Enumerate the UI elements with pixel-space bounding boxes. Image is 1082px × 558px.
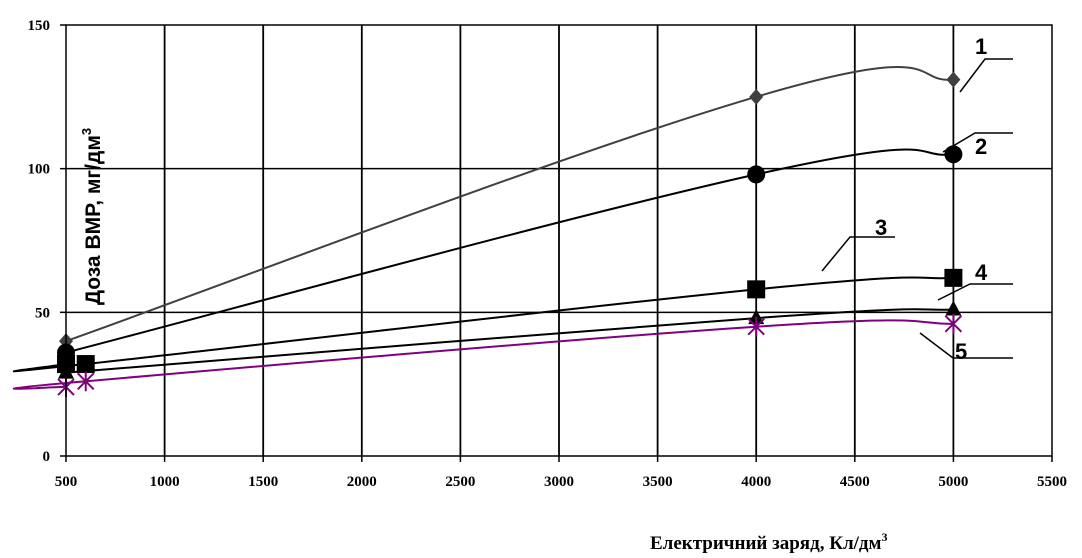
x-axis-label-text: Електричний заряд, Кл/дм bbox=[650, 533, 882, 554]
x-axis-label-superscript: 3 bbox=[881, 530, 887, 544]
series-5-point bbox=[944, 313, 963, 334]
series-layer bbox=[13, 66, 963, 398]
y-tick-label: 50 bbox=[35, 305, 50, 321]
series-4-line bbox=[65, 308, 954, 374]
curve-label-1: 1 bbox=[959, 34, 1013, 93]
series-2-point bbox=[944, 145, 963, 164]
x-tick-label: 3500 bbox=[643, 474, 673, 490]
curve-label-leader bbox=[942, 132, 1013, 153]
curve-label-2: 2 bbox=[942, 132, 1013, 159]
series-3-point bbox=[747, 280, 766, 299]
curve-label-4: 4 bbox=[937, 260, 1013, 301]
series-3-line bbox=[13, 276, 954, 373]
x-tick-label: 4500 bbox=[840, 474, 870, 490]
y-axis-label: Доза ВМР, мг/дм3 bbox=[79, 128, 105, 305]
series-5-line bbox=[13, 319, 954, 390]
x-tick-label: 2500 bbox=[445, 474, 475, 490]
curve-label-leader bbox=[821, 236, 895, 272]
series-5-point bbox=[747, 316, 765, 337]
series-1 bbox=[59, 66, 961, 350]
series-2-point bbox=[747, 165, 766, 184]
curve-label-text: 4 bbox=[975, 260, 988, 285]
curve-label-leader bbox=[959, 58, 1013, 93]
x-tick-label: 1000 bbox=[150, 474, 180, 490]
curve-label-text: 5 bbox=[955, 339, 967, 364]
y-axis-label-text: Доза ВМР, мг/дм bbox=[82, 135, 105, 305]
x-tick-label: 3000 bbox=[544, 474, 574, 490]
x-tick-label: 4000 bbox=[741, 474, 771, 490]
series-4-point bbox=[748, 309, 765, 325]
curve-label-text: 1 bbox=[975, 34, 987, 59]
y-tick-label: 0 bbox=[43, 449, 51, 465]
y-tick-label: 100 bbox=[28, 162, 51, 178]
curve-labels: 1 2 3 4 5 bbox=[821, 34, 1013, 364]
series-3-point bbox=[944, 268, 963, 287]
curve-label-5: 5 bbox=[919, 332, 1013, 364]
x-tick-label: 5000 bbox=[938, 474, 968, 490]
curve-label-3: 3 bbox=[821, 215, 895, 272]
series-4 bbox=[58, 300, 962, 379]
curve-label-text: 3 bbox=[875, 215, 887, 240]
series-2-line bbox=[65, 148, 954, 354]
series-1-point bbox=[749, 88, 764, 105]
series-1-point bbox=[946, 71, 961, 88]
x-tick-label: 5500 bbox=[1037, 474, 1067, 490]
x-tick-label: 1500 bbox=[248, 474, 278, 490]
grid bbox=[66, 25, 1052, 456]
x-tick-label: 2000 bbox=[347, 474, 377, 490]
series-5-point bbox=[77, 371, 95, 392]
axis-ticks: 500 1000 1500 2000 2500 3000 3500 4000 4500 5000 5… bbox=[28, 18, 1068, 490]
plot-area-frame bbox=[65, 24, 1053, 457]
y-tick-label: 150 bbox=[28, 18, 51, 34]
series-1-line bbox=[65, 66, 954, 343]
series-2 bbox=[57, 145, 963, 362]
curve-label-leader bbox=[937, 283, 1013, 301]
series-3-point bbox=[76, 355, 95, 374]
curve-label-leader bbox=[919, 332, 1013, 359]
x-axis-label: Електричний заряд, Кл/дм3 bbox=[650, 530, 887, 554]
y-axis-label-superscript: 3 bbox=[79, 128, 94, 135]
series-4-point bbox=[945, 300, 962, 316]
curve-label-text: 2 bbox=[975, 134, 987, 159]
x-tick-label: 500 bbox=[55, 474, 78, 490]
series-3 bbox=[13, 268, 963, 374]
